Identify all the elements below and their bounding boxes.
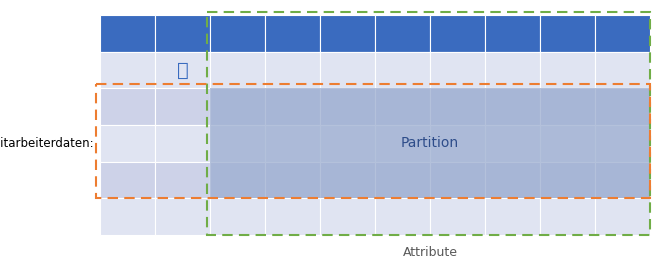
Bar bbox=[96, 84, 650, 198]
Bar bbox=[595, 162, 650, 198]
Bar bbox=[265, 15, 320, 52]
Text: Partition: Partition bbox=[401, 136, 459, 150]
Bar bbox=[375, 198, 430, 235]
Text: Attribute: Attribute bbox=[403, 247, 458, 260]
Bar bbox=[375, 15, 430, 52]
Bar bbox=[430, 162, 485, 198]
Bar bbox=[485, 125, 540, 162]
Bar bbox=[265, 88, 320, 125]
Bar bbox=[265, 162, 320, 198]
Bar bbox=[540, 125, 595, 162]
Bar bbox=[540, 198, 595, 235]
Bar bbox=[100, 198, 155, 235]
Bar bbox=[210, 88, 265, 125]
Bar bbox=[155, 162, 210, 198]
Bar bbox=[155, 15, 210, 52]
Bar bbox=[430, 198, 485, 235]
Bar bbox=[595, 15, 650, 52]
Bar bbox=[595, 198, 650, 235]
Bar bbox=[485, 198, 540, 235]
Bar bbox=[100, 52, 155, 88]
Bar bbox=[210, 125, 265, 162]
Bar bbox=[595, 52, 650, 88]
Bar bbox=[485, 88, 540, 125]
Bar bbox=[485, 15, 540, 52]
Bar bbox=[210, 15, 265, 52]
Bar bbox=[265, 125, 320, 162]
Bar bbox=[100, 125, 155, 162]
Bar bbox=[430, 15, 485, 52]
Bar bbox=[155, 88, 210, 125]
Bar bbox=[320, 15, 375, 52]
Bar bbox=[540, 88, 595, 125]
Bar bbox=[595, 125, 650, 162]
Bar bbox=[100, 162, 155, 198]
Bar bbox=[100, 15, 155, 52]
Bar bbox=[320, 52, 375, 88]
Bar bbox=[207, 12, 650, 235]
Bar bbox=[320, 198, 375, 235]
Bar bbox=[430, 52, 485, 88]
Bar bbox=[540, 15, 595, 52]
Bar bbox=[155, 52, 210, 88]
Bar bbox=[375, 162, 430, 198]
Bar bbox=[320, 125, 375, 162]
Bar bbox=[485, 162, 540, 198]
Bar bbox=[595, 88, 650, 125]
Bar bbox=[540, 52, 595, 88]
Bar bbox=[265, 52, 320, 88]
Text: 🔒: 🔒 bbox=[176, 60, 188, 79]
Bar bbox=[485, 52, 540, 88]
Bar bbox=[320, 88, 375, 125]
Bar bbox=[265, 198, 320, 235]
Bar bbox=[375, 52, 430, 88]
Bar bbox=[320, 162, 375, 198]
Text: Mitarbeiterdaten:: Mitarbeiterdaten: bbox=[0, 137, 95, 150]
Bar bbox=[540, 162, 595, 198]
Bar bbox=[100, 88, 155, 125]
Bar bbox=[430, 125, 485, 162]
Bar bbox=[375, 125, 430, 162]
Bar bbox=[210, 162, 265, 198]
Bar bbox=[375, 88, 430, 125]
Bar bbox=[210, 88, 650, 198]
Bar bbox=[155, 125, 210, 162]
Bar bbox=[210, 198, 265, 235]
Bar bbox=[155, 198, 210, 235]
Bar bbox=[430, 88, 485, 125]
Bar bbox=[210, 52, 265, 88]
